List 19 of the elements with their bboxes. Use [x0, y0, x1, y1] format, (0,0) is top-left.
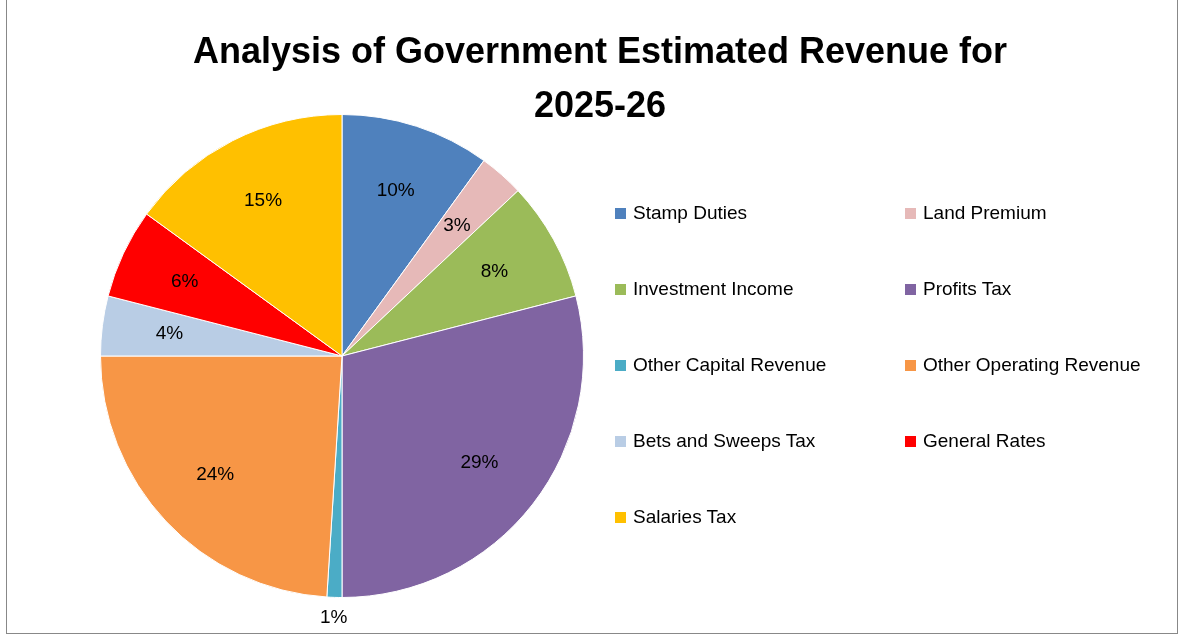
legend-label: Stamp Duties: [633, 202, 748, 224]
legend-label: Other Capital Revenue: [633, 354, 827, 376]
legend-label: Salaries Tax: [633, 506, 737, 528]
data-label: 6%: [170, 270, 199, 292]
legend-label: General Rates: [923, 430, 1046, 452]
data-label: 8%: [480, 260, 509, 282]
data-label: 1%: [320, 605, 348, 627]
legend-label: Profits Tax: [923, 278, 1012, 300]
legend-label: Other Operating Revenue: [923, 354, 1141, 376]
chart-title: Analysis of Government Estimated Revenue for 2025-26: [191, 29, 1009, 127]
data-label: 10%: [376, 178, 415, 200]
data-label: 3%: [443, 213, 471, 235]
data-label: 4%: [155, 322, 184, 344]
data-label: 15%: [244, 189, 283, 211]
legend-label: Land Premium: [923, 202, 1047, 224]
data-label: 29%: [460, 450, 499, 472]
legend-label: Bets and Sweeps Tax: [633, 430, 816, 452]
data-label: 24%: [196, 463, 235, 485]
legend-label: Investment Income: [633, 278, 794, 300]
